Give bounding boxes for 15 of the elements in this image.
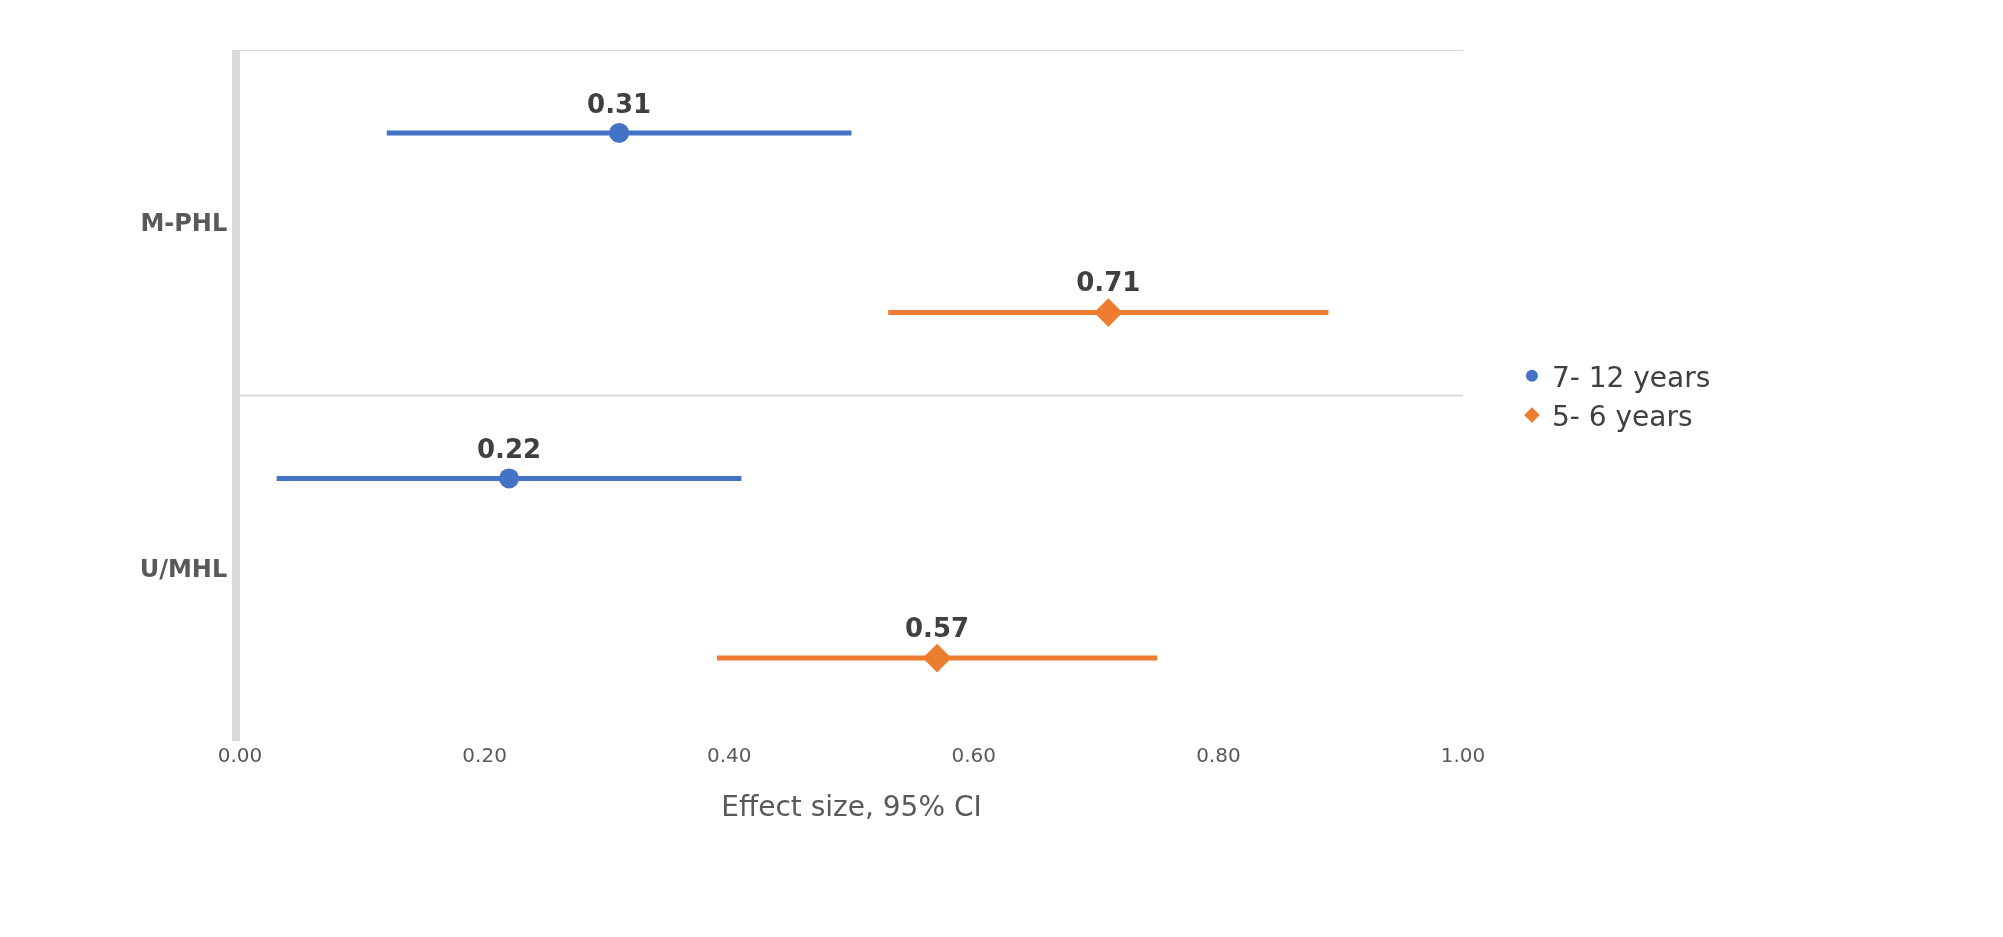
data-label: 0.22 [476, 434, 542, 465]
y-tick-label: U/MHL [139, 554, 228, 583]
legend-label: 7- 12 years [1551, 360, 1711, 394]
data-label: 0.31 [587, 88, 652, 119]
x-tick-label: 0.00 [217, 743, 263, 767]
y-tick-label: M-PHL [140, 209, 228, 238]
x-tick-label: 0.80 [1196, 743, 1241, 767]
data-label: 0.57 [905, 612, 970, 643]
data-label: 0.71 [1076, 267, 1141, 298]
legend-label: 5- 6 years [1551, 400, 1693, 434]
x-tick-label: 0.60 [951, 743, 997, 767]
x-axis-title: Effect size, 95% CI [721, 790, 982, 824]
x-tick-label: 0.40 [706, 743, 752, 767]
x-tick-label: 1.00 [1440, 743, 1486, 767]
x-tick-label: 0.20 [462, 743, 507, 767]
